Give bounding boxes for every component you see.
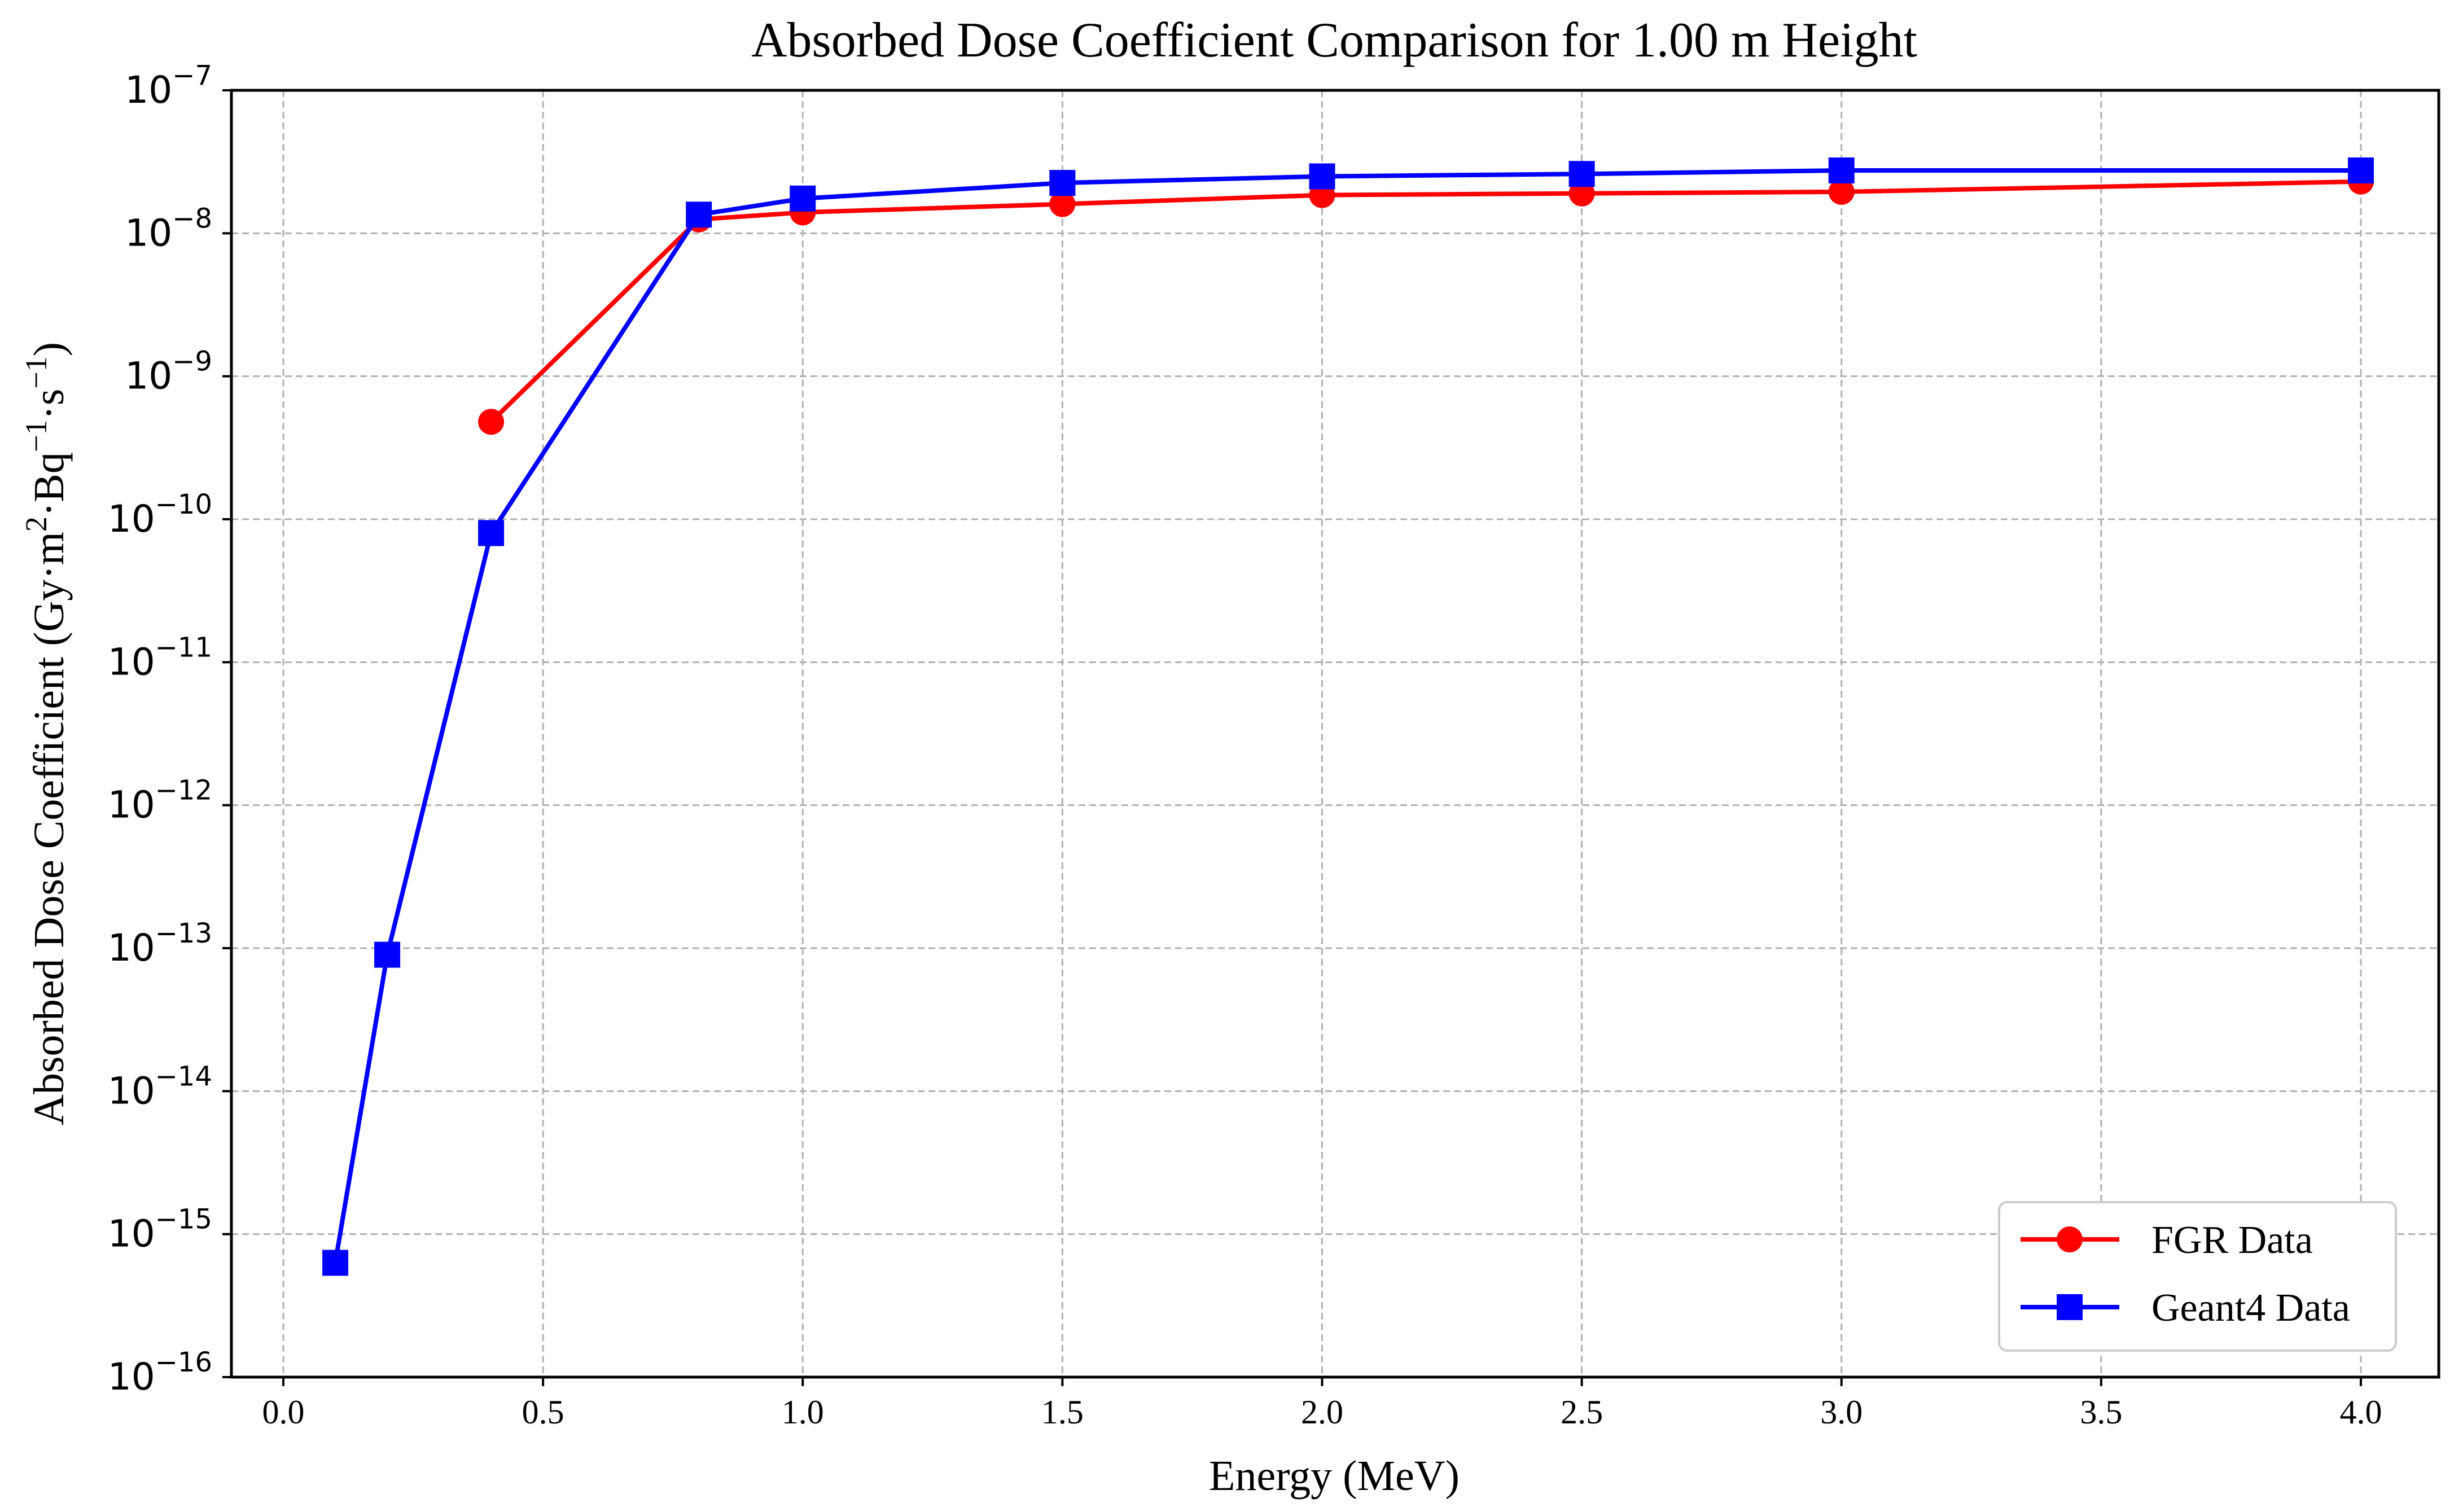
y-tick-label: 10−16	[108, 1347, 212, 1399]
y-label-sup-1: 2	[19, 516, 53, 532]
x-tick-label: 1.0	[782, 1393, 824, 1431]
data-point-geant4	[322, 1250, 349, 1276]
series-geant4-data	[322, 157, 2374, 1276]
legend-label: Geant4 Data	[2151, 1286, 2350, 1330]
data-point-fgr	[1828, 178, 1855, 205]
x-tick-label: 3.0	[1820, 1393, 1863, 1431]
legend-label: FGR Data	[2151, 1219, 2313, 1262]
x-tick-label: 0.0	[262, 1393, 305, 1431]
x-tick-label: 3.5	[2080, 1393, 2122, 1431]
y-tick-label: 10−8	[125, 203, 212, 255]
x-axis-label: Energy (MeV)	[1209, 1452, 1460, 1500]
y-tick-label: 10−11	[108, 632, 212, 683]
y-label-sup-2: −1	[19, 420, 53, 452]
data-point-geant4	[686, 201, 712, 228]
y-axis-ticks: 10−16 10−15 10−14 10−13 10−12 10−11 10−10 10−9 1…	[108, 60, 231, 1399]
data-point-fgr	[478, 409, 505, 435]
x-axis-ticks: 0.0 0.5 1.0 1.5 2.0 2.5 3.0 3.5 4.0	[262, 1377, 2382, 1431]
data-point-geant4	[1309, 163, 1335, 190]
y-tick-label: 10−13	[108, 918, 212, 970]
y-tick-label: 10−14	[108, 1060, 212, 1112]
y-tick-label: 10−9	[125, 346, 212, 398]
legend: FGR Data Geant4 Data	[1998, 1201, 2397, 1352]
x-tick-label: 1.5	[1041, 1393, 1084, 1431]
x-tick-label: 2.5	[1561, 1393, 1603, 1431]
data-point-fgr	[1568, 180, 1595, 207]
legend-marker	[2057, 1226, 2083, 1252]
data-point-geant4	[1828, 157, 1855, 184]
y-axis-label: Absorbed Dose Coefficient (Gy·m2·Bq−1·s−…	[19, 342, 73, 1125]
plot-area-series	[322, 157, 2374, 1276]
chart-title: Absorbed Dose Coefficient Comparison for…	[751, 13, 1917, 68]
y-label-sup-3: −1	[19, 356, 53, 388]
y-tick-label: 10−10	[108, 489, 212, 541]
data-point-geant4	[1568, 161, 1595, 187]
y-label-part-3: ·s	[25, 389, 73, 420]
data-point-fgr	[1049, 191, 1076, 217]
data-point-geant4	[1049, 170, 1076, 196]
y-label-part-1: Absorbed Dose Coefficient (Gy·m	[25, 532, 73, 1125]
x-tick-label: 2.0	[1301, 1393, 1343, 1431]
y-tick-label: 10−12	[108, 775, 212, 827]
x-tick-label: 0.5	[522, 1393, 564, 1431]
series-line	[333, 168, 2361, 1264]
data-point-geant4	[374, 941, 401, 968]
y-label-part-4: )	[25, 342, 73, 356]
y-label-part-2: ·Bq	[25, 452, 73, 516]
data-point-geant4	[2347, 157, 2374, 184]
legend-marker	[2057, 1294, 2083, 1320]
plot-frame	[230, 89, 2440, 1379]
y-tick-label: 10−15	[108, 1204, 212, 1256]
data-point-geant4	[478, 520, 505, 546]
y-tick-label: 10−7	[125, 60, 212, 112]
data-point-geant4	[790, 185, 816, 212]
series-line	[489, 179, 2361, 424]
x-tick-label: 4.0	[2339, 1393, 2382, 1431]
